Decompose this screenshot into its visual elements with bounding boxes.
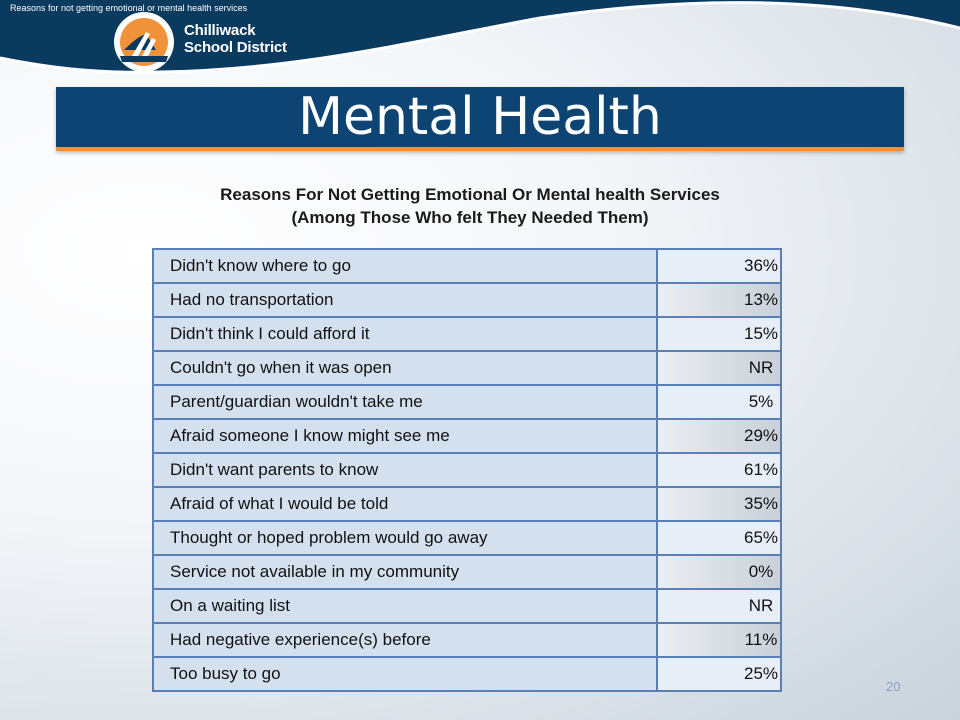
table-row: Too busy to go 25% (152, 656, 782, 692)
percent-cell: 13% (656, 282, 782, 318)
table-row: Thought or hoped problem would go away 6… (152, 520, 782, 556)
reason-cell: Had no transportation (152, 282, 658, 318)
reason-cell: Afraid of what I would be told (152, 486, 658, 522)
percent-cell: NR (656, 350, 782, 386)
percent-cell: 29% (656, 418, 782, 454)
table-row: Didn't want parents to know 61% (152, 452, 782, 488)
table-row: Had no transportation 13% (152, 282, 782, 318)
table-row: Afraid someone I know might see me 29% (152, 418, 782, 454)
slide-title: Mental Health (298, 87, 662, 147)
percent-cell: 61% (656, 452, 782, 488)
table-row: Didn't know where to go 36% (152, 248, 782, 284)
header-band (0, 0, 960, 74)
reason-cell: Didn't want parents to know (152, 452, 658, 488)
percent-cell: 5% (656, 384, 782, 420)
reason-cell: Couldn't go when it was open (152, 350, 658, 386)
logo-emblem-icon (114, 12, 174, 72)
reason-cell: Parent/guardian wouldn't take me (152, 384, 658, 420)
header-caption: Reasons for not getting emotional or men… (10, 3, 248, 13)
percent-cell: 0% (656, 554, 782, 590)
table-caption: Reasons For Not Getting Emotional Or Men… (140, 183, 800, 229)
reason-cell: Service not available in my community (152, 554, 658, 590)
reason-cell: On a waiting list (152, 588, 658, 624)
table-row: On a waiting list NR (152, 588, 782, 624)
table-row: Had negative experience(s) before 11% (152, 622, 782, 658)
percent-cell: 11% (656, 622, 782, 658)
table-row: Afraid of what I would be told 35% (152, 486, 782, 522)
percent-cell: 25% (656, 656, 782, 692)
reason-cell: Thought or hoped problem would go away (152, 520, 658, 556)
title-bar: Mental Health (56, 87, 904, 151)
percent-cell: 15% (656, 316, 782, 352)
reason-cell: Too busy to go (152, 656, 658, 692)
percent-cell: 35% (656, 486, 782, 522)
table-caption-line-1: Reasons For Not Getting Emotional Or Men… (220, 185, 720, 204)
percent-cell: NR (656, 588, 782, 624)
logo-text: Chilliwack School District (184, 22, 287, 56)
table-row: Couldn't go when it was open NR (152, 350, 782, 386)
percent-cell: 36% (656, 248, 782, 284)
page-number: 20 (886, 679, 901, 694)
table-caption-line-2: (Among Those Who felt They Needed Them) (291, 208, 649, 227)
table-row: Parent/guardian wouldn't take me 5% (152, 384, 782, 420)
logo-line-2: School District (184, 39, 287, 56)
reason-cell: Had negative experience(s) before (152, 622, 658, 658)
reasons-table: Didn't know where to go 36% Had no trans… (152, 248, 782, 692)
percent-cell: 65% (656, 520, 782, 556)
table-row: Didn't think I could afford it 15% (152, 316, 782, 352)
reason-cell: Didn't know where to go (152, 248, 658, 284)
reason-cell: Didn't think I could afford it (152, 316, 658, 352)
table-row: Service not available in my community 0% (152, 554, 782, 590)
school-district-logo (112, 10, 176, 74)
logo-line-1: Chilliwack (184, 22, 256, 39)
reason-cell: Afraid someone I know might see me (152, 418, 658, 454)
